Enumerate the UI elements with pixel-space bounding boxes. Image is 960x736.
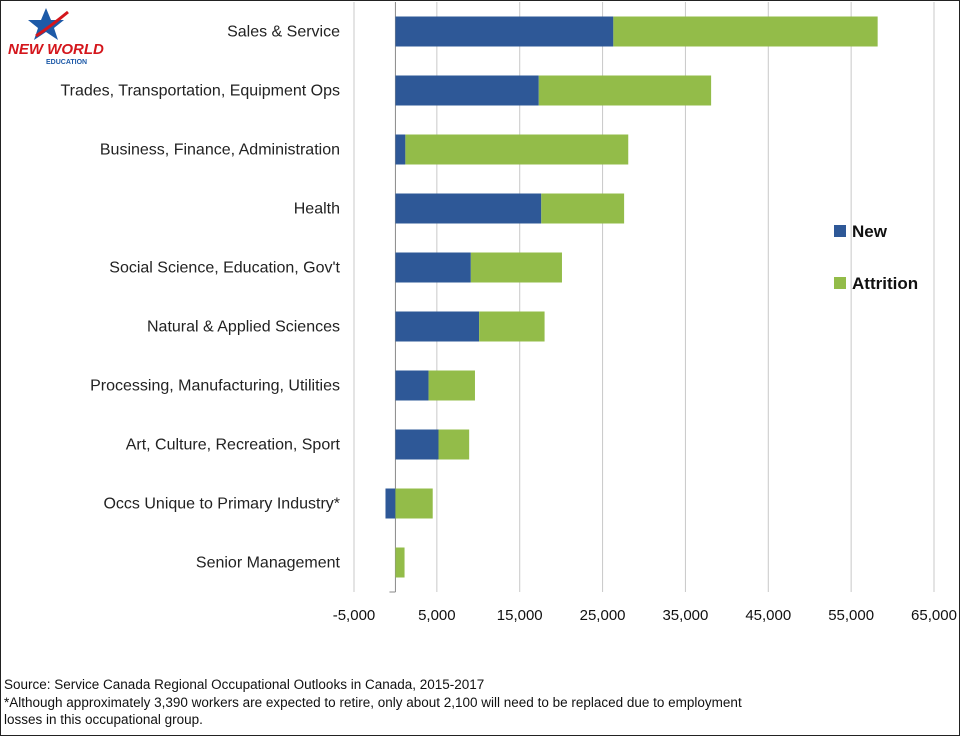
legend-label: Attrition xyxy=(852,274,918,293)
bar-new xyxy=(395,370,429,401)
bar-new xyxy=(395,311,480,342)
category-label: Occs Unique to Primary Industry* xyxy=(103,496,340,513)
logo-swoosh-icon xyxy=(35,10,69,38)
x-tick-label: 55,000 xyxy=(828,607,874,624)
x-tick-label: 25,000 xyxy=(580,607,626,624)
bar-attrition xyxy=(613,16,878,47)
bar-new xyxy=(395,252,471,283)
x-tick-label: 35,000 xyxy=(662,607,708,624)
bar-attrition xyxy=(479,311,545,342)
bar-attrition xyxy=(541,193,625,224)
category-label: Senior Management xyxy=(196,555,341,572)
x-tick-label: 65,000 xyxy=(911,607,957,624)
source-note: Source: Service Canada Regional Occupati… xyxy=(4,677,485,692)
bar-attrition xyxy=(428,370,475,401)
category-label: Health xyxy=(294,201,340,218)
logo-star-icon xyxy=(28,8,64,40)
bar-new xyxy=(395,193,542,224)
category-label: Business, Finance, Administration xyxy=(100,142,340,159)
x-tick-labels: -5,000 5,000 15,000 25,000 35,000 45,000 55,00… xyxy=(333,607,957,624)
bar-attrition xyxy=(395,488,433,519)
logo-line1: NEW WORLD xyxy=(8,41,104,58)
bar-new xyxy=(385,488,396,519)
x-tick-label: 15,000 xyxy=(497,607,543,624)
legend-label: New xyxy=(852,222,888,241)
bar-new xyxy=(395,16,614,47)
bar-attrition xyxy=(395,547,405,578)
bar-new xyxy=(395,75,539,106)
new-world-education-logo: NEW WORLD EDUCATION xyxy=(8,8,104,66)
x-tick-label: -5,000 xyxy=(333,607,376,624)
category-label: Social Science, Education, Gov't xyxy=(109,260,340,277)
legend: New Attrition xyxy=(834,222,918,293)
logo-line2: EDUCATION xyxy=(46,59,87,66)
bar-attrition xyxy=(405,134,629,165)
category-label: Art, Culture, Recreation, Sport xyxy=(126,437,341,454)
bar-attrition xyxy=(470,252,562,283)
legend-swatch xyxy=(834,277,846,289)
legend-swatch xyxy=(834,225,846,237)
x-tick-label: 5,000 xyxy=(418,607,456,624)
category-label: Natural & Applied Sciences xyxy=(147,319,340,336)
bar-new xyxy=(395,134,406,165)
category-label: Processing, Manufacturing, Utilities xyxy=(90,378,340,395)
category-label: Sales & Service xyxy=(227,24,340,41)
x-tick-label: 45,000 xyxy=(745,607,791,624)
bars xyxy=(385,16,878,578)
category-labels: Sales & Service Trades, Transportation, E… xyxy=(60,24,340,572)
footer: Source: Service Canada Regional Occupati… xyxy=(4,676,944,729)
category-label: Trades, Transportation, Equipment Ops xyxy=(60,83,340,100)
footnote-line-2: losses in this occupational group. xyxy=(4,712,203,727)
footnote-line-1: *Although approximately 3,390 workers ar… xyxy=(4,694,742,710)
bar-new xyxy=(395,429,439,460)
bar-attrition xyxy=(438,429,470,460)
bar-attrition xyxy=(538,75,712,106)
